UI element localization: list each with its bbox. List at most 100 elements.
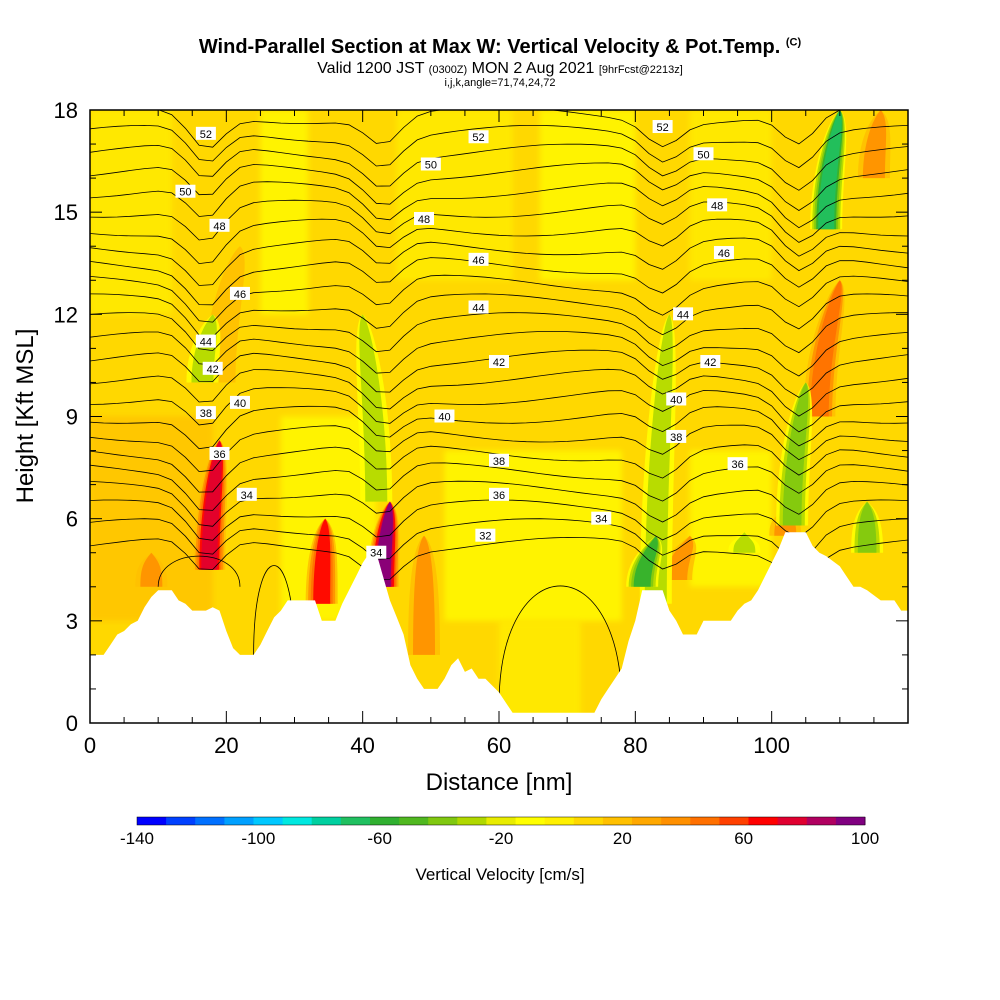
updraft-band: [140, 552, 163, 587]
colorbar-swatch: [573, 817, 604, 825]
colorbar-swatch: [602, 817, 633, 825]
contour-label-bg: [434, 409, 455, 423]
contour-label: 34: [236, 487, 257, 502]
contour-label-bg: [727, 457, 748, 471]
x-tick-label: 60: [487, 733, 511, 758]
theta-contour-line: [90, 312, 908, 354]
theta-contour-line: [90, 162, 908, 211]
contour-label-bg: [693, 147, 714, 161]
contour-label: 50: [175, 184, 196, 199]
contour-label: 42: [489, 355, 509, 369]
contour-label-bg: [489, 487, 509, 501]
contour-label-bg: [652, 120, 673, 134]
copyright-mark: (C): [785, 36, 802, 49]
contour-label: 38: [666, 429, 687, 444]
contour-label-bg: [414, 211, 435, 225]
theta-contour-line: [158, 110, 843, 148]
contour-label: 36: [209, 446, 230, 461]
contour-label-text: 38: [200, 408, 212, 420]
contour-label-bg: [195, 406, 216, 420]
contour-label: 48: [414, 211, 435, 226]
downdraft-band: [857, 501, 877, 553]
colorbar-swatch: [748, 817, 779, 825]
colorbar-swatch: [428, 817, 458, 825]
contour-label-text: 48: [711, 200, 723, 212]
colorbar-swatch: [661, 817, 691, 825]
colorbar-swatch: [311, 817, 342, 825]
contour-label-text: 52: [200, 129, 212, 141]
theta-contour-line: [90, 387, 908, 433]
theta-contour-line: [90, 218, 908, 265]
colorbar-swatch: [690, 817, 720, 825]
field-patch: [260, 110, 309, 315]
colorbar-tick-label: -140: [120, 829, 154, 848]
colorbar-swatch: [486, 817, 516, 825]
contour-label: 44: [468, 300, 489, 315]
contour-label-bg: [489, 453, 509, 467]
contour-label-bg: [209, 446, 230, 460]
colorbar-swatch: [544, 817, 575, 825]
x-tick-label: 0: [84, 733, 96, 758]
colorbar-swatch: [370, 817, 400, 825]
chart-title-text: Wind-Parallel Section at Max W: Vertical…: [198, 36, 781, 58]
colorbar-swatch: [137, 817, 167, 825]
contour-label: 52: [468, 130, 489, 144]
theta-contour-line: [90, 124, 908, 169]
updraft-band: [201, 440, 222, 570]
contour-label-text: 44: [472, 303, 484, 315]
contour-label: 40: [229, 395, 250, 410]
colorbar: -140 -100 -60 -20 20 60 100: [120, 816, 879, 848]
theta-contour-line: [90, 368, 908, 417]
contour-label: 44: [673, 307, 694, 321]
colorbar-swatch: [457, 817, 487, 825]
colorbar-tick-label: 20: [613, 829, 632, 848]
colorbar-swatch: [835, 817, 866, 825]
colorbar-swatch: [253, 817, 284, 825]
contour-label-text: 50: [425, 159, 437, 171]
contour-label-bg: [229, 286, 250, 300]
colorbar-swatch: [399, 817, 429, 825]
contour-label-text: 36: [731, 459, 743, 471]
y-tick-label: 9: [66, 405, 78, 430]
contour-label-bg: [468, 252, 489, 266]
contour-label-text: 34: [370, 548, 382, 560]
colorbar-tick-label: 100: [851, 829, 879, 848]
contour-label-bg: [468, 130, 489, 144]
chart-title: Wind-Parallel Section at Max W: Vertical…: [0, 36, 1000, 59]
colorbar-frame: [136, 816, 866, 826]
contour-label: 46: [468, 252, 489, 267]
terrain-mask: [90, 532, 908, 723]
contour-label-text: 50: [697, 149, 709, 161]
forecast-info: [9hrFcst@2213z]: [598, 64, 683, 76]
contour-label: 34: [591, 511, 612, 526]
colorbar-tick-label: -60: [367, 829, 392, 848]
contour-label-text: 36: [493, 490, 505, 502]
y-tick-label: 3: [66, 609, 78, 634]
contour-label-bg: [195, 126, 216, 140]
theta-contour-line: [90, 518, 908, 562]
updraft-band: [665, 535, 694, 580]
colorbar-swatch: [224, 817, 254, 825]
contour-label-text: 34: [595, 514, 607, 526]
colorbar-swatch: [806, 817, 837, 825]
contour-label-text: 34: [241, 490, 253, 502]
chart-indices: i,j,k,angle=71,74,24,72: [444, 77, 556, 89]
contour-label-text: 40: [438, 412, 450, 424]
theta-contour-line: [90, 143, 908, 191]
theta-contour-line: [90, 274, 908, 323]
contour-label: 44: [195, 334, 216, 349]
contour-label-bg: [236, 487, 257, 501]
field-patch: [90, 110, 172, 315]
contour-label: 34: [366, 545, 387, 560]
downdraft-band: [644, 314, 673, 604]
y-tick-label: 12: [54, 302, 78, 327]
field-patch: [444, 450, 622, 621]
colorbar-tick-label: 60: [734, 829, 753, 848]
contour-label-text: 38: [670, 432, 682, 444]
contour-label-bg: [666, 392, 687, 406]
contour-label-text: 42: [493, 357, 505, 369]
contour-label-text: 44: [677, 309, 689, 321]
theta-contour-line: [90, 293, 908, 338]
contour-label-text: 50: [179, 187, 191, 199]
